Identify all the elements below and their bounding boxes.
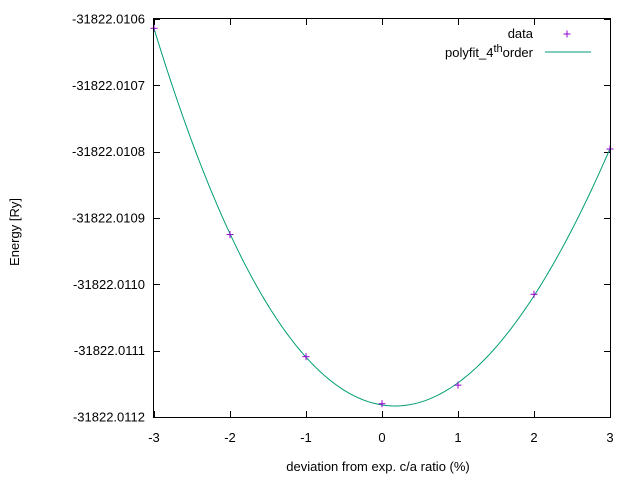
fit-curve-line — [153, 28, 611, 407]
y-tick-label: -31822.0112 — [73, 410, 145, 425]
y-tick-label: -31822.0108 — [72, 144, 145, 159]
data-point — [226, 231, 234, 239]
x-tick-label: -2 — [224, 430, 236, 445]
legend-data-point — [563, 30, 571, 38]
data-point — [454, 381, 462, 389]
legend-data-label: data — [508, 26, 534, 41]
y-axis-label: Energy [Ry] — [7, 198, 22, 266]
legend-fit-label-base: polyfit_4 — [445, 45, 493, 60]
x-tick-label: 3 — [606, 430, 613, 445]
y-tick-label: -31822.0109 — [72, 211, 145, 226]
x-tick-label: 2 — [530, 430, 537, 445]
y-tick-label: -31822.0106 — [72, 12, 145, 27]
data-point — [530, 290, 538, 298]
legend-data-marker — [563, 30, 571, 38]
legend: data polyfit_4thorder — [445, 26, 591, 60]
legend-fit-label-suffix: order — [503, 45, 534, 60]
y-tick-labels: -31822.0112 -31822.0111 -31822.0110 -31822.… — [72, 12, 145, 425]
x-tick-label: 0 — [378, 430, 385, 445]
x-axis-label: deviation from exp. c/a ratio (%) — [286, 459, 470, 474]
plot-frame — [153, 18, 611, 418]
y-tick-label: -31822.0111 — [74, 343, 145, 358]
y-tick-label: -31822.0107 — [72, 78, 145, 93]
data-point — [378, 400, 386, 408]
x-tick-labels: -3 -2 -1 0 1 2 3 — [148, 430, 613, 445]
legend-fit-label: polyfit_4thorder — [445, 43, 534, 60]
x-tick-label: 1 — [454, 430, 461, 445]
legend-fit-label-superscript: th — [493, 43, 502, 55]
x-tick-label: -1 — [300, 430, 312, 445]
data-points — [150, 24, 614, 408]
x-tick-label: -3 — [148, 430, 160, 445]
y-tick-label: -31822.0110 — [73, 277, 145, 292]
data-point — [302, 353, 310, 361]
